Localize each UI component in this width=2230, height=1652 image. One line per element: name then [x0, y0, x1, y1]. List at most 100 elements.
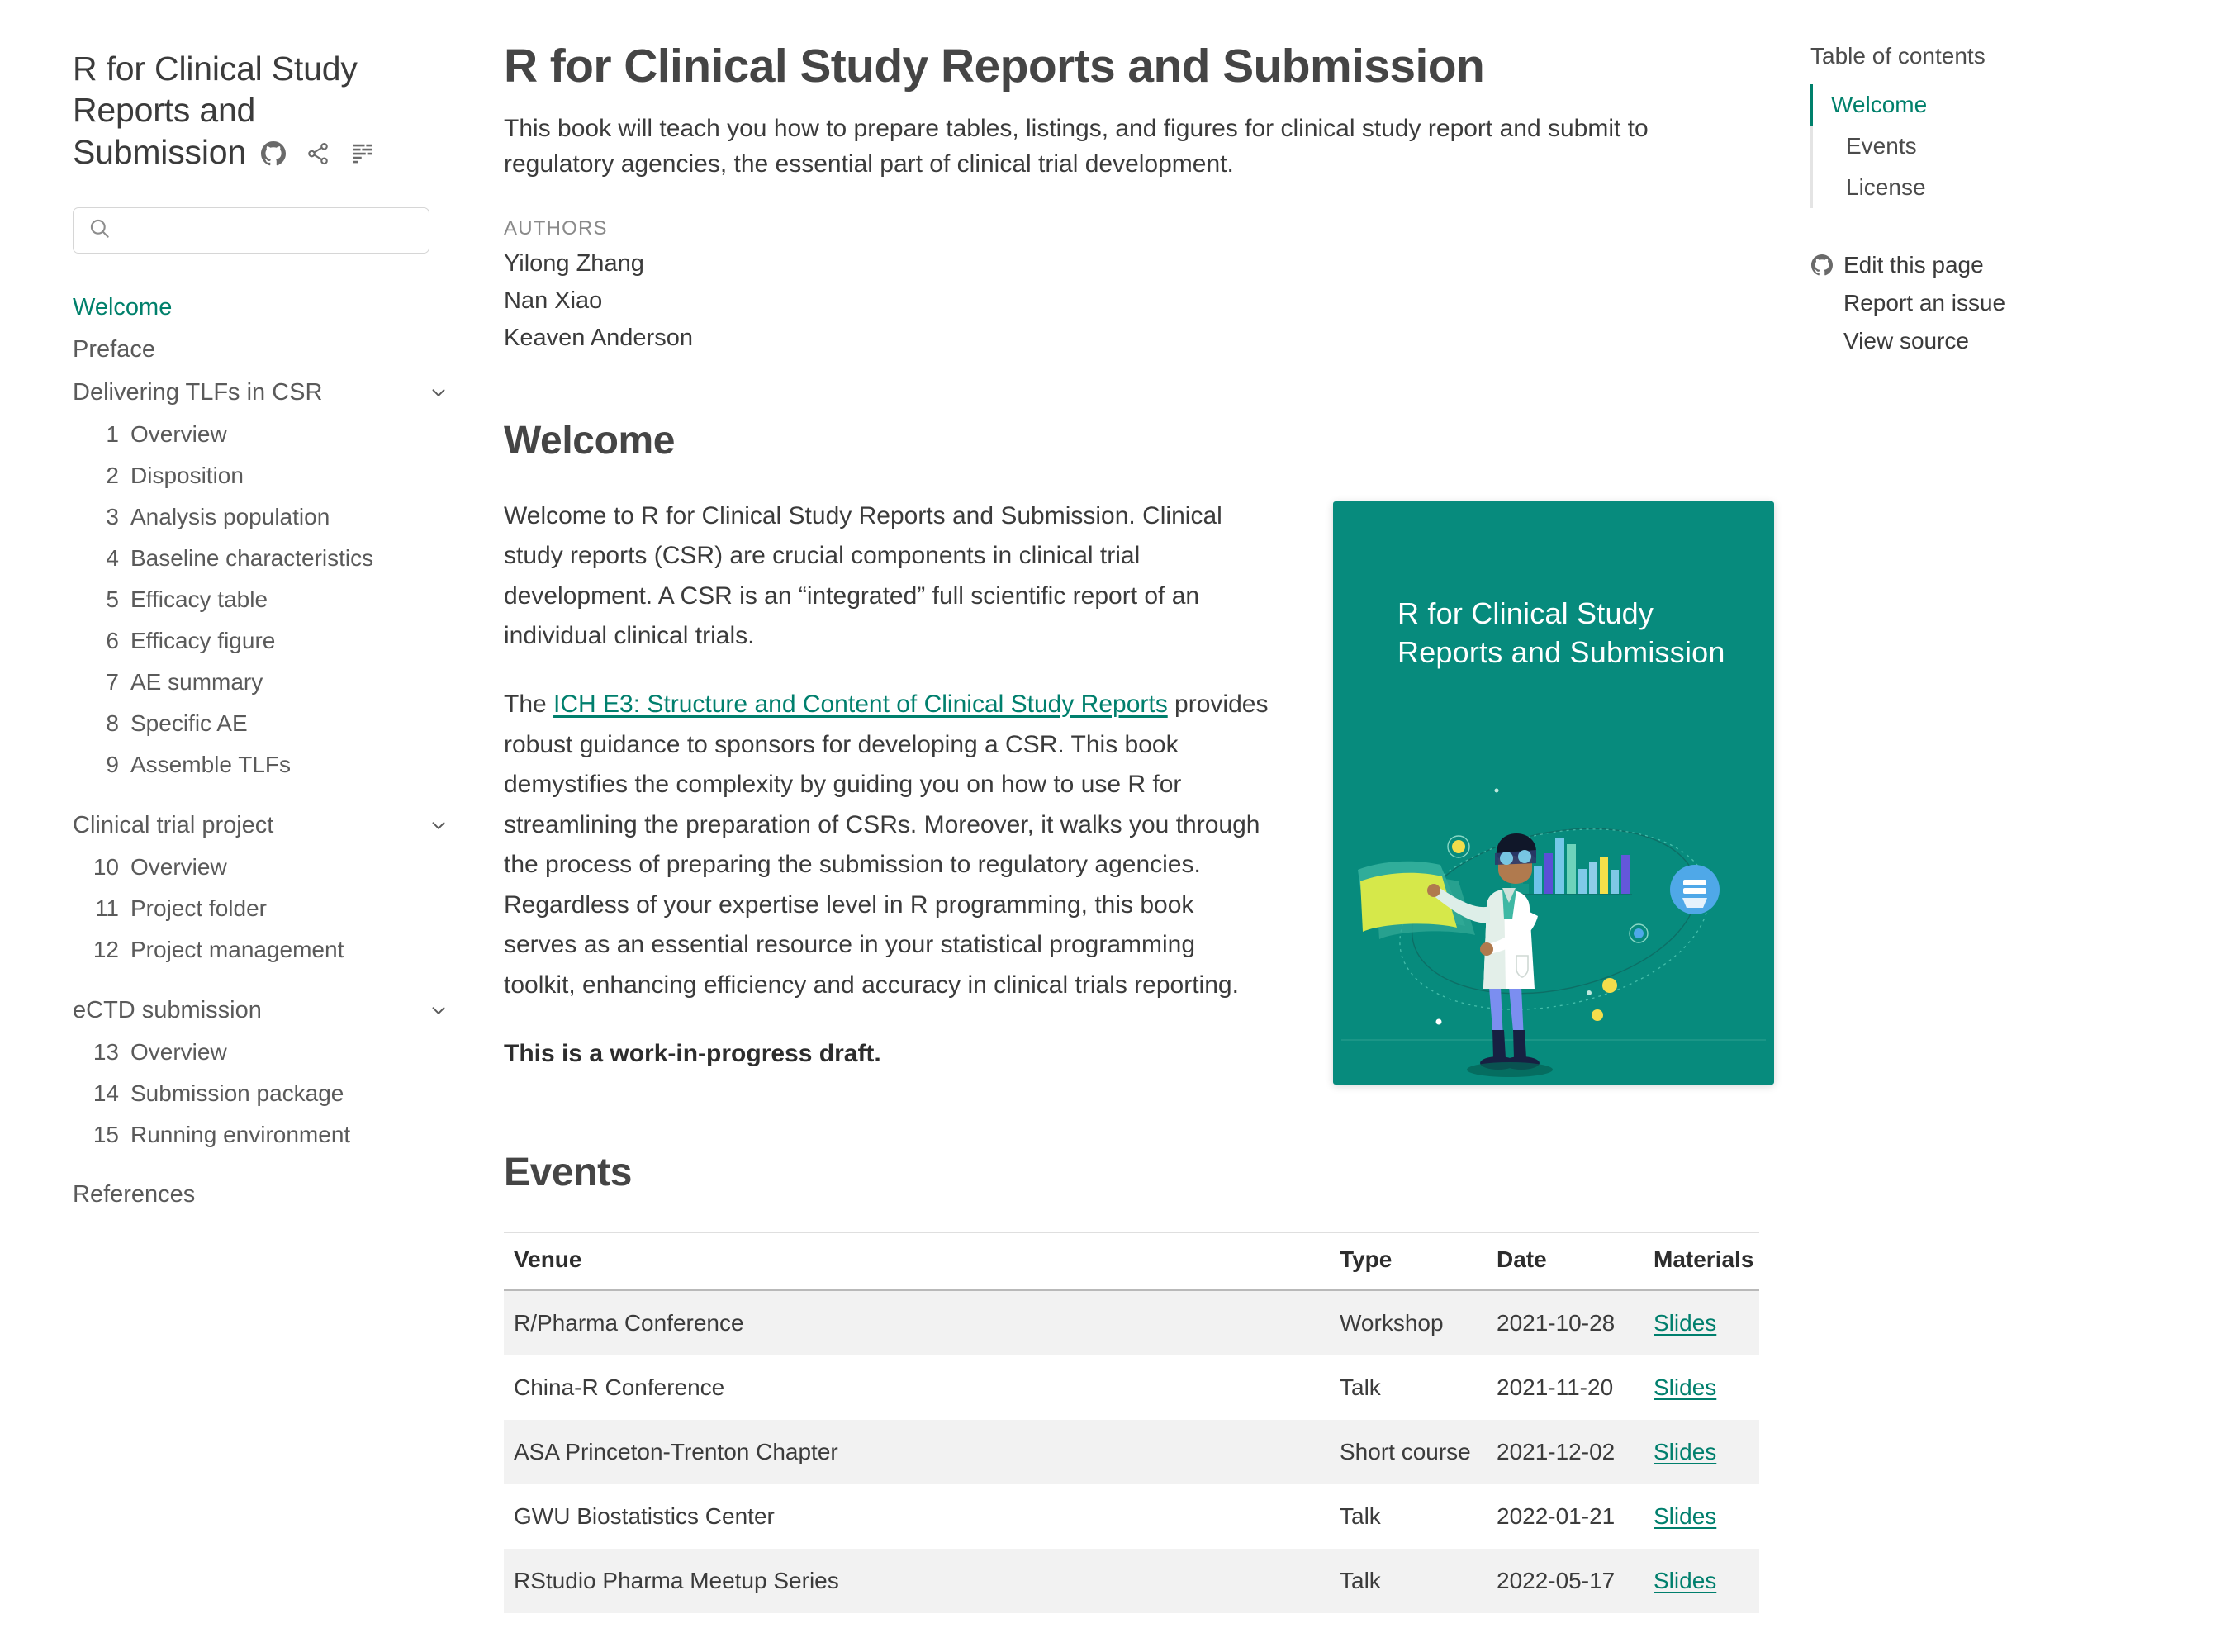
nav-spacer [73, 786, 453, 804]
brand-title-line-3: Submission [73, 132, 246, 171]
share-icon[interactable] [304, 140, 332, 168]
sidebar-item-submission-package[interactable]: 14 Submission package [73, 1073, 453, 1114]
column-header-venue: Venue [504, 1232, 1330, 1292]
sidebar-item-label: Overview [130, 421, 227, 448]
nav-spacer [73, 1156, 453, 1174]
sidebar-group-delivering-tlfs-in-csr[interactable]: Delivering TLFs in CSR [73, 371, 453, 414]
sidebar-item-label: Baseline characteristics [130, 545, 374, 572]
sidebar-item-number: 6 [106, 628, 119, 654]
toc-action-label: View source [1843, 328, 1970, 354]
toc-actions: Edit this page Report an issue View sour… [1810, 246, 2230, 360]
slides-link[interactable]: Slides [1654, 1503, 1717, 1530]
sidebar-item-number: 15 [93, 1122, 119, 1148]
sidebar-item-running-environment[interactable]: 15 Running environment [73, 1114, 453, 1156]
sidebar-item-overview-10[interactable]: 10 Overview [73, 847, 453, 888]
sidebar-group-clinical-trial-project[interactable]: Clinical trial project [73, 804, 453, 847]
sidebar-item-overview-13[interactable]: 13 Overview [73, 1032, 453, 1073]
cell-materials: Slides [1644, 1355, 1759, 1420]
sidebar-item-preface[interactable]: Preface [73, 329, 453, 371]
brand-title: R for Clinical Study Reports and Submiss… [73, 48, 403, 173]
sidebar-item-number: 7 [106, 669, 119, 695]
ich-e3-link[interactable]: ICH E3: Structure and Content of Clinica… [553, 690, 1168, 718]
cell-materials: Slides [1644, 1420, 1759, 1484]
cell-date: 2021-10-28 [1497, 1310, 1616, 1336]
github-icon[interactable] [259, 140, 287, 168]
page-title: R for Clinical Study Reports and Submiss… [504, 40, 1485, 93]
toc-action-label: Report an issue [1843, 290, 2006, 316]
sidebar-item-project-folder[interactable]: 11 Project folder [73, 888, 453, 929]
sidebar-item-label: Preface [73, 336, 155, 363]
cell-venue: RStudio Pharma Meetup Series [514, 1568, 839, 1594]
sidebar-item-label: Efficacy figure [130, 628, 276, 654]
quarto-icon[interactable] [349, 140, 377, 168]
welcome-paragraph-2: The ICH E3: Structure and Content of Cli… [504, 685, 1272, 1006]
sidebar-item-number: 9 [106, 752, 119, 778]
slides-link[interactable]: Slides [1654, 1568, 1717, 1594]
table-row: GWU Biostatistics Center Talk 2022-01-21… [504, 1484, 1759, 1550]
sidebar-group-label: Delivering TLFs in CSR [73, 378, 323, 406]
events-table: Venue Type Date Materials R/Pharma Confe… [504, 1232, 1759, 1614]
cell-type: Short course [1340, 1439, 1471, 1465]
sidebar-item-label: Project management [130, 937, 344, 963]
sidebar-item-ae-summary[interactable]: 7 AE summary [73, 662, 453, 703]
sidebar-item-assemble-tlfs[interactable]: 9 Assemble TLFs [73, 744, 453, 786]
table-row: China-R Conference Talk 2021-11-20 Slide… [504, 1355, 1759, 1421]
brand-title-line-1: R for Clinical Study [73, 50, 358, 88]
sidebar-item-label: References [73, 1181, 196, 1208]
cell-materials: Slides [1644, 1290, 1759, 1355]
slides-link[interactable]: Slides [1654, 1374, 1717, 1401]
cell-materials: Slides [1644, 1484, 1759, 1549]
sidebar-item-welcome[interactable]: Welcome [73, 287, 453, 329]
cell-venue: R/Pharma Conference [514, 1310, 744, 1336]
sidebar-item-analysis-population[interactable]: 3 Analysis population [73, 496, 453, 538]
para2-prefix: The [504, 690, 554, 718]
sidebar-item-number: 13 [93, 1039, 119, 1066]
search-container [73, 207, 429, 254]
events-table-head: Venue Type Date Materials [504, 1232, 1759, 1292]
search-input[interactable] [122, 217, 414, 244]
sidebar-item-overview-1[interactable]: 1 Overview [73, 414, 453, 455]
report-an-issue-link[interactable]: Report an issue [1810, 284, 2230, 322]
sidebar-item-efficacy-figure[interactable]: 6 Efficacy figure [73, 620, 453, 662]
sidebar-item-specific-ae[interactable]: 8 Specific AE [73, 703, 453, 744]
cell-type: Talk [1340, 1503, 1381, 1530]
sidebar-item-project-management[interactable]: 12 Project management [73, 929, 453, 971]
edit-this-page-link[interactable]: Edit this page [1810, 246, 2230, 284]
sidebar-item-label: Running environment [130, 1122, 351, 1148]
search-box[interactable] [73, 207, 429, 254]
cover-title-line-2: Reports and Submission [1397, 635, 1725, 670]
sidebar-group-ectd-submission[interactable]: eCTD submission [73, 989, 453, 1032]
sidebar-nav: Welcome Preface Delivering TLFs in CSR 1… [73, 287, 453, 1216]
toc-item-license[interactable]: License [1846, 174, 1926, 200]
cell-date: 2021-11-20 [1497, 1374, 1614, 1401]
chevron-down-icon[interactable] [425, 811, 453, 839]
slides-link[interactable]: Slides [1654, 1439, 1717, 1465]
sidebar-item-disposition[interactable]: 2 Disposition [73, 455, 453, 496]
sidebar-item-label: AE summary [130, 669, 263, 695]
sidebar-item-number: 3 [106, 504, 119, 530]
cover-title-line-1: R for Clinical Study [1397, 596, 1654, 630]
author-name: Yilong Zhang [504, 249, 644, 277]
slides-link[interactable]: Slides [1654, 1310, 1717, 1336]
sidebar-item-label: Overview [130, 854, 227, 881]
view-source-link[interactable]: View source [1810, 322, 2230, 360]
sidebar-item-number: 12 [93, 937, 119, 963]
cell-date: 2022-01-21 [1497, 1503, 1616, 1530]
chevron-down-icon[interactable] [425, 996, 453, 1024]
toc-title: Table of contents [1810, 43, 1986, 69]
sidebar-item-number: 10 [93, 854, 119, 881]
chevron-down-icon[interactable] [425, 378, 453, 406]
authors-label: AUTHORS [504, 216, 608, 240]
sidebar-item-label: Specific AE [130, 710, 248, 737]
toc-item-welcome[interactable]: Welcome [1810, 84, 2230, 126]
table-row: RStudio Pharma Meetup Series Talk 2022-0… [504, 1549, 1759, 1614]
sidebar-item-efficacy-table[interactable]: 5 Efficacy table [73, 579, 453, 620]
sidebar-item-number: 4 [106, 545, 119, 572]
toc-item-events[interactable]: Events [1846, 133, 1917, 159]
cover-title: R for Clinical Study Reports and Submiss… [1397, 594, 1744, 672]
sidebar-item-baseline-characteristics[interactable]: 4 Baseline characteristics [73, 538, 453, 579]
column-header-date: Date [1487, 1232, 1644, 1292]
sidebar-item-references[interactable]: References [73, 1174, 453, 1216]
author-name: Keaven Anderson [504, 324, 693, 351]
